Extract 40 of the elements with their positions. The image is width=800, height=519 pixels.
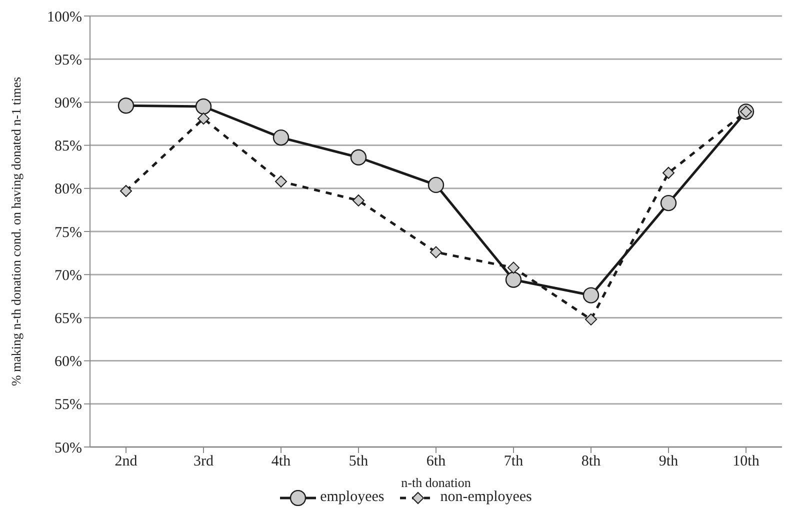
x-tick-label: 8th — [581, 454, 602, 470]
point — [582, 287, 600, 304]
point — [275, 176, 287, 188]
point — [430, 246, 442, 258]
point — [660, 194, 677, 212]
point — [505, 272, 522, 288]
x-tick-label: 2nd — [114, 454, 138, 470]
point — [272, 129, 290, 146]
x-tick-label: 9th — [658, 454, 679, 470]
point — [428, 176, 444, 194]
point — [352, 194, 364, 206]
y-tick-label: 50% — [54, 440, 82, 456]
y-tick-label: 90% — [54, 96, 82, 112]
x-tick-label: 3rd — [194, 454, 214, 470]
y-tick-label: 95% — [54, 52, 82, 68]
y-tick-label: 80% — [54, 182, 82, 198]
x-tick-label: 6th — [426, 454, 446, 470]
y-tick-label: 75% — [54, 224, 82, 241]
x-tick-label: 4th — [271, 454, 292, 470]
point — [120, 184, 132, 197]
y-tick-label: 85% — [54, 138, 82, 155]
point — [585, 313, 597, 326]
x-tick-label: 7th — [504, 454, 524, 470]
point — [195, 98, 212, 115]
x-tick-label: 5th — [348, 454, 369, 470]
legend-label: non-employees — [440, 489, 532, 506]
point — [350, 149, 367, 166]
legend-label: employees — [320, 489, 384, 506]
y-tick-label: 100% — [47, 9, 82, 26]
point — [118, 98, 134, 114]
point — [662, 166, 674, 179]
y-tick-label: 65% — [54, 311, 82, 328]
y-tick-label: 70% — [54, 268, 82, 284]
x-axis-title: n-th donation — [401, 475, 472, 490]
y-tick-label: 60% — [54, 354, 82, 370]
point — [198, 112, 210, 125]
y-axis-title: % making n-th donation cond. on having donated n-1 times — [8, 76, 24, 386]
point — [508, 262, 520, 274]
x-tick-label: 10th — [732, 454, 760, 470]
y-tick-label: 55% — [54, 397, 82, 414]
